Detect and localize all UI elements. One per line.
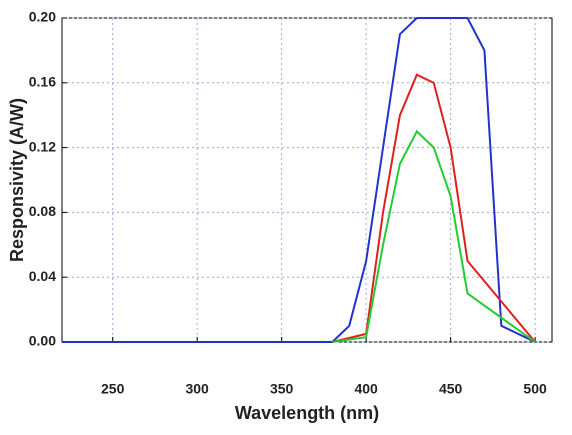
plot-frame (61, 17, 553, 343)
x-tick-label: 300 (185, 381, 209, 397)
y-tick-label: 0.00 (29, 333, 56, 349)
y-tick-label: 0.04 (29, 268, 56, 284)
y-tick-label: 0.08 (29, 203, 56, 219)
x-tick-label: 250 (101, 381, 125, 397)
x-axis-label: Wavelength (nm) (235, 403, 379, 423)
series-line (332, 73, 536, 343)
x-tick-label: 350 (270, 381, 294, 397)
series-line (332, 129, 536, 343)
y-axis-label: Responsivity (A/W) (7, 98, 27, 262)
series-line (62, 17, 536, 343)
x-tick-label: 400 (354, 381, 378, 397)
y-tick-label: 0.20 (29, 9, 56, 25)
y-tick-label: 0.16 (29, 74, 56, 90)
y-tick-label: 0.12 (29, 138, 56, 154)
x-tick-label: 500 (523, 381, 547, 397)
x-tick-label: 450 (439, 381, 463, 397)
